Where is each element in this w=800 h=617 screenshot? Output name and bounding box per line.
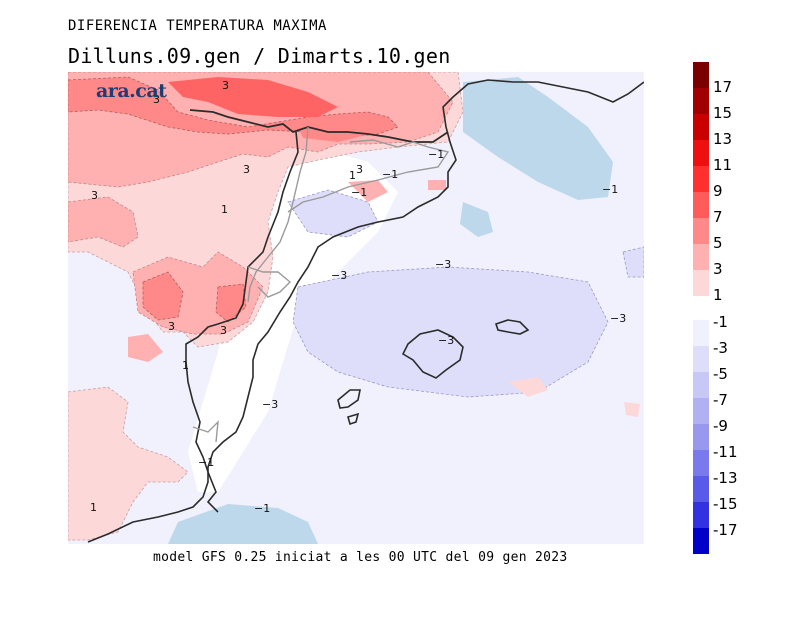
legend-tick-label: -15 [713,495,738,513]
coastline [87,79,644,543]
legend-tick-label: 17 [713,78,733,96]
border-inner-valencia [192,420,219,443]
legend-tick-label: 11 [713,156,733,174]
contour-label: 1 [221,203,228,216]
legend-tick-label: -9 [713,417,728,435]
contour-label: −1 [382,168,398,181]
legend-swatch [693,502,709,528]
legend-tick-label: -11 [713,443,738,461]
field-lightblue-coast [460,202,493,237]
field-pink-west [68,196,139,248]
legend-swatch [693,320,709,346]
contour-label: 1 [90,501,97,514]
legend-swatch [693,528,709,554]
contour-label: −1 [351,186,367,199]
legend-swatch [693,62,709,88]
color-legend: 17 15 13 11 9 7 5 3 1 -1 -3 -5 -7 -9 -11… [693,62,800,562]
contour-label: −1 [198,456,214,469]
contour-label: 3 [220,324,227,337]
field-pink-coast-small [428,180,446,190]
temperature-difference-map: 3 3 3 1 1 3 −1 −1 −1 −1 −3 −3 3 3 −3 1 −… [68,72,644,544]
map-title: DIFERENCIA TEMPERATURA MAXIMA [68,18,327,34]
contour-label: 3 [153,93,160,106]
field-red-central [142,271,184,321]
legend-swatch [693,398,709,424]
legend-tick-label: 9 [713,182,723,200]
island-formentera [347,412,360,426]
model-footer: model GFS 0.25 iniciat a les 00 UTC del … [153,550,568,565]
contour-label: 1 [182,359,189,372]
contour-label: 3 [356,163,363,176]
legend-swatch [693,450,709,476]
legend-tick-label: -17 [713,521,738,539]
border-catalonia-aragon [185,131,299,513]
field-lightblue-gulf [463,77,613,200]
ara-cat-logo: ara.cat [96,80,167,102]
legend-swatch [693,192,709,218]
legend-tick-label: 1 [713,286,723,304]
legend-tick-label: 15 [713,104,733,122]
legend-swatch [693,140,709,166]
contour-label: 1 [349,169,356,182]
legend-tick-label: -5 [713,365,728,383]
legend-swatch [693,88,709,114]
legend-tick-label: 5 [713,234,723,252]
island-ibiza [337,389,361,409]
legend-tick-label: 13 [713,130,733,148]
map-canvas: 3 3 3 1 1 3 −1 −1 −1 −1 −3 −3 3 3 −3 1 −… [68,72,644,544]
legend-tick-label: 3 [713,260,723,278]
contour-label: 3 [222,79,229,92]
legend-tick-label: -13 [713,469,738,487]
island-mallorca [401,329,464,379]
field-red-ne [298,120,378,142]
legend-swatch [693,244,709,270]
map-subtitle: Dilluns.09.gen / Dimarts.10.gen [68,44,451,68]
contour-label: −3 [262,398,278,411]
legend-tick-label: -7 [713,391,728,409]
field-pink-east [348,180,388,202]
field-lightpink-spot [508,377,548,397]
field-lavender-balearic [292,266,609,398]
legend-swatch [693,114,709,140]
field-lightpink-spot2 [624,402,640,417]
contour-label: −1 [602,183,618,196]
contour-label: 3 [243,163,250,176]
field-pink-coast [128,334,163,362]
contour-label: −3 [331,269,347,282]
legend-swatch [693,166,709,192]
legend-swatch [693,218,709,244]
island-menorca [494,319,530,335]
field-lavender-east [622,246,644,278]
contour-label: −3 [610,312,626,325]
legend-swatch [693,346,709,372]
field-deepred-north [168,77,338,117]
field-red-north [68,76,399,138]
contour-label: −1 [428,148,444,161]
border-inner-south [247,266,292,298]
border-inner-north [247,126,309,303]
field-lightpink-southwest [68,386,189,541]
legend-tick-label: 7 [713,208,723,226]
contour-label: 3 [168,320,175,333]
legend-tick-label: -3 [713,339,728,357]
legend-swatch [693,372,709,398]
contour-label: −1 [254,502,270,515]
legend-tick-label: -1 [713,313,728,331]
field-lightblue-south [168,504,318,544]
border-inner-east [287,139,450,213]
contour-label: −3 [435,258,451,271]
contour-label: −3 [438,334,454,347]
legend-swatch [693,476,709,502]
contour-label: 3 [91,189,98,202]
legend-swatch [693,270,709,296]
legend-swatch [693,424,709,450]
